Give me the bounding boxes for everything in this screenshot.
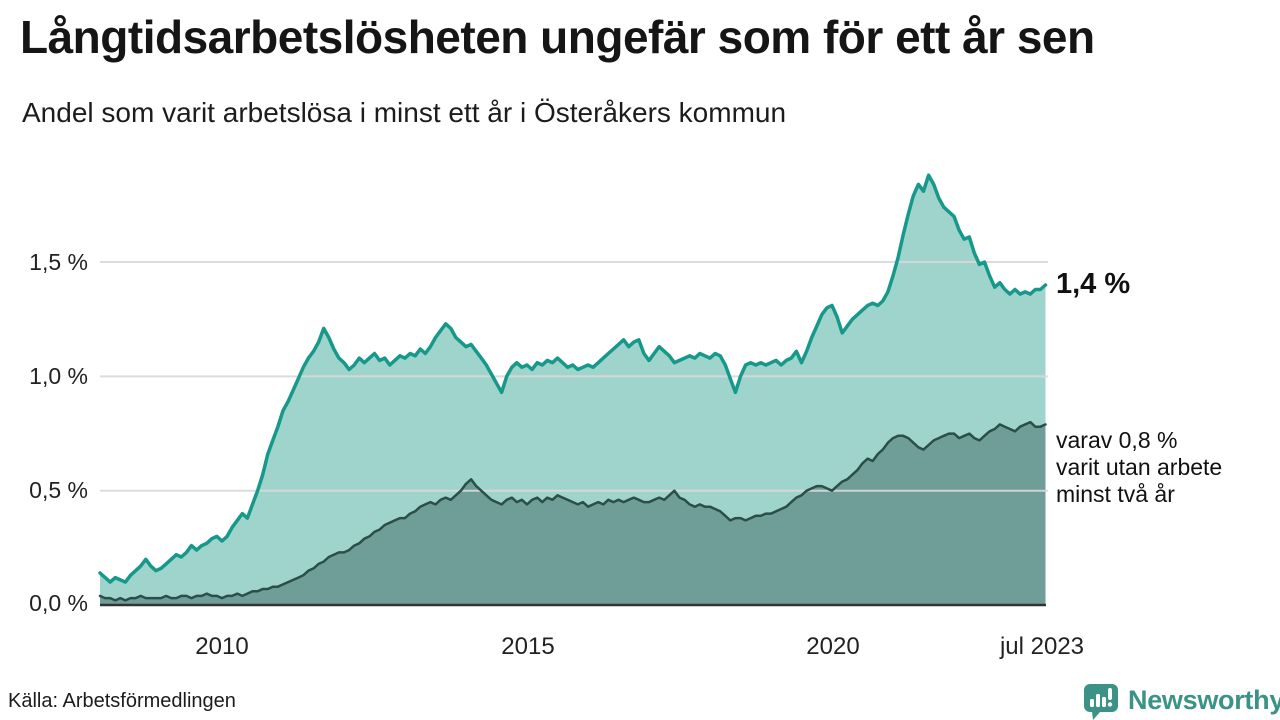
secondary-annotation: varav 0,8 % varit utan arbete minst två … bbox=[1056, 427, 1222, 508]
secondary-annotation-line-1: varav 0,8 % bbox=[1056, 427, 1178, 453]
page-subtitle: Andel som varit arbetslösa i minst ett å… bbox=[22, 97, 787, 128]
series-area-2 bbox=[100, 422, 1046, 605]
series-line-1 bbox=[98, 173, 1048, 584]
x-tick-2010: 2010 bbox=[195, 633, 249, 660]
x-tick-2015: 2015 bbox=[501, 633, 555, 660]
y-tick-1-5: 1,5 % bbox=[29, 249, 88, 275]
secondary-annotation-line-2: varit utan arbete bbox=[1056, 454, 1223, 480]
series-line-2 bbox=[98, 420, 1047, 602]
y-tick-0-5: 0,5 % bbox=[29, 477, 88, 503]
brand-logo: Newsworthy bbox=[1082, 681, 1280, 720]
chart-fills bbox=[100, 175, 1046, 605]
x-tick-jul-2023: jul 2023 bbox=[999, 633, 1085, 660]
page-title: Långtidsarbetslösheten ungefär som för e… bbox=[20, 11, 1095, 63]
y-tick-1-0: 1,0 % bbox=[29, 363, 88, 389]
secondary-annotation-line-3: minst två år bbox=[1056, 481, 1175, 507]
newsworthy-icon bbox=[1084, 683, 1118, 720]
brand-name: Newsworthy bbox=[1128, 685, 1280, 715]
source-note: Källa: Arbetsförmedlingen bbox=[8, 690, 236, 712]
latest-value-label: 1,4 % bbox=[1056, 268, 1131, 300]
x-tick-2020: 2020 bbox=[806, 633, 860, 660]
y-tick-0-0: 0,0 % bbox=[29, 590, 88, 616]
chart-lines bbox=[98, 173, 1048, 602]
